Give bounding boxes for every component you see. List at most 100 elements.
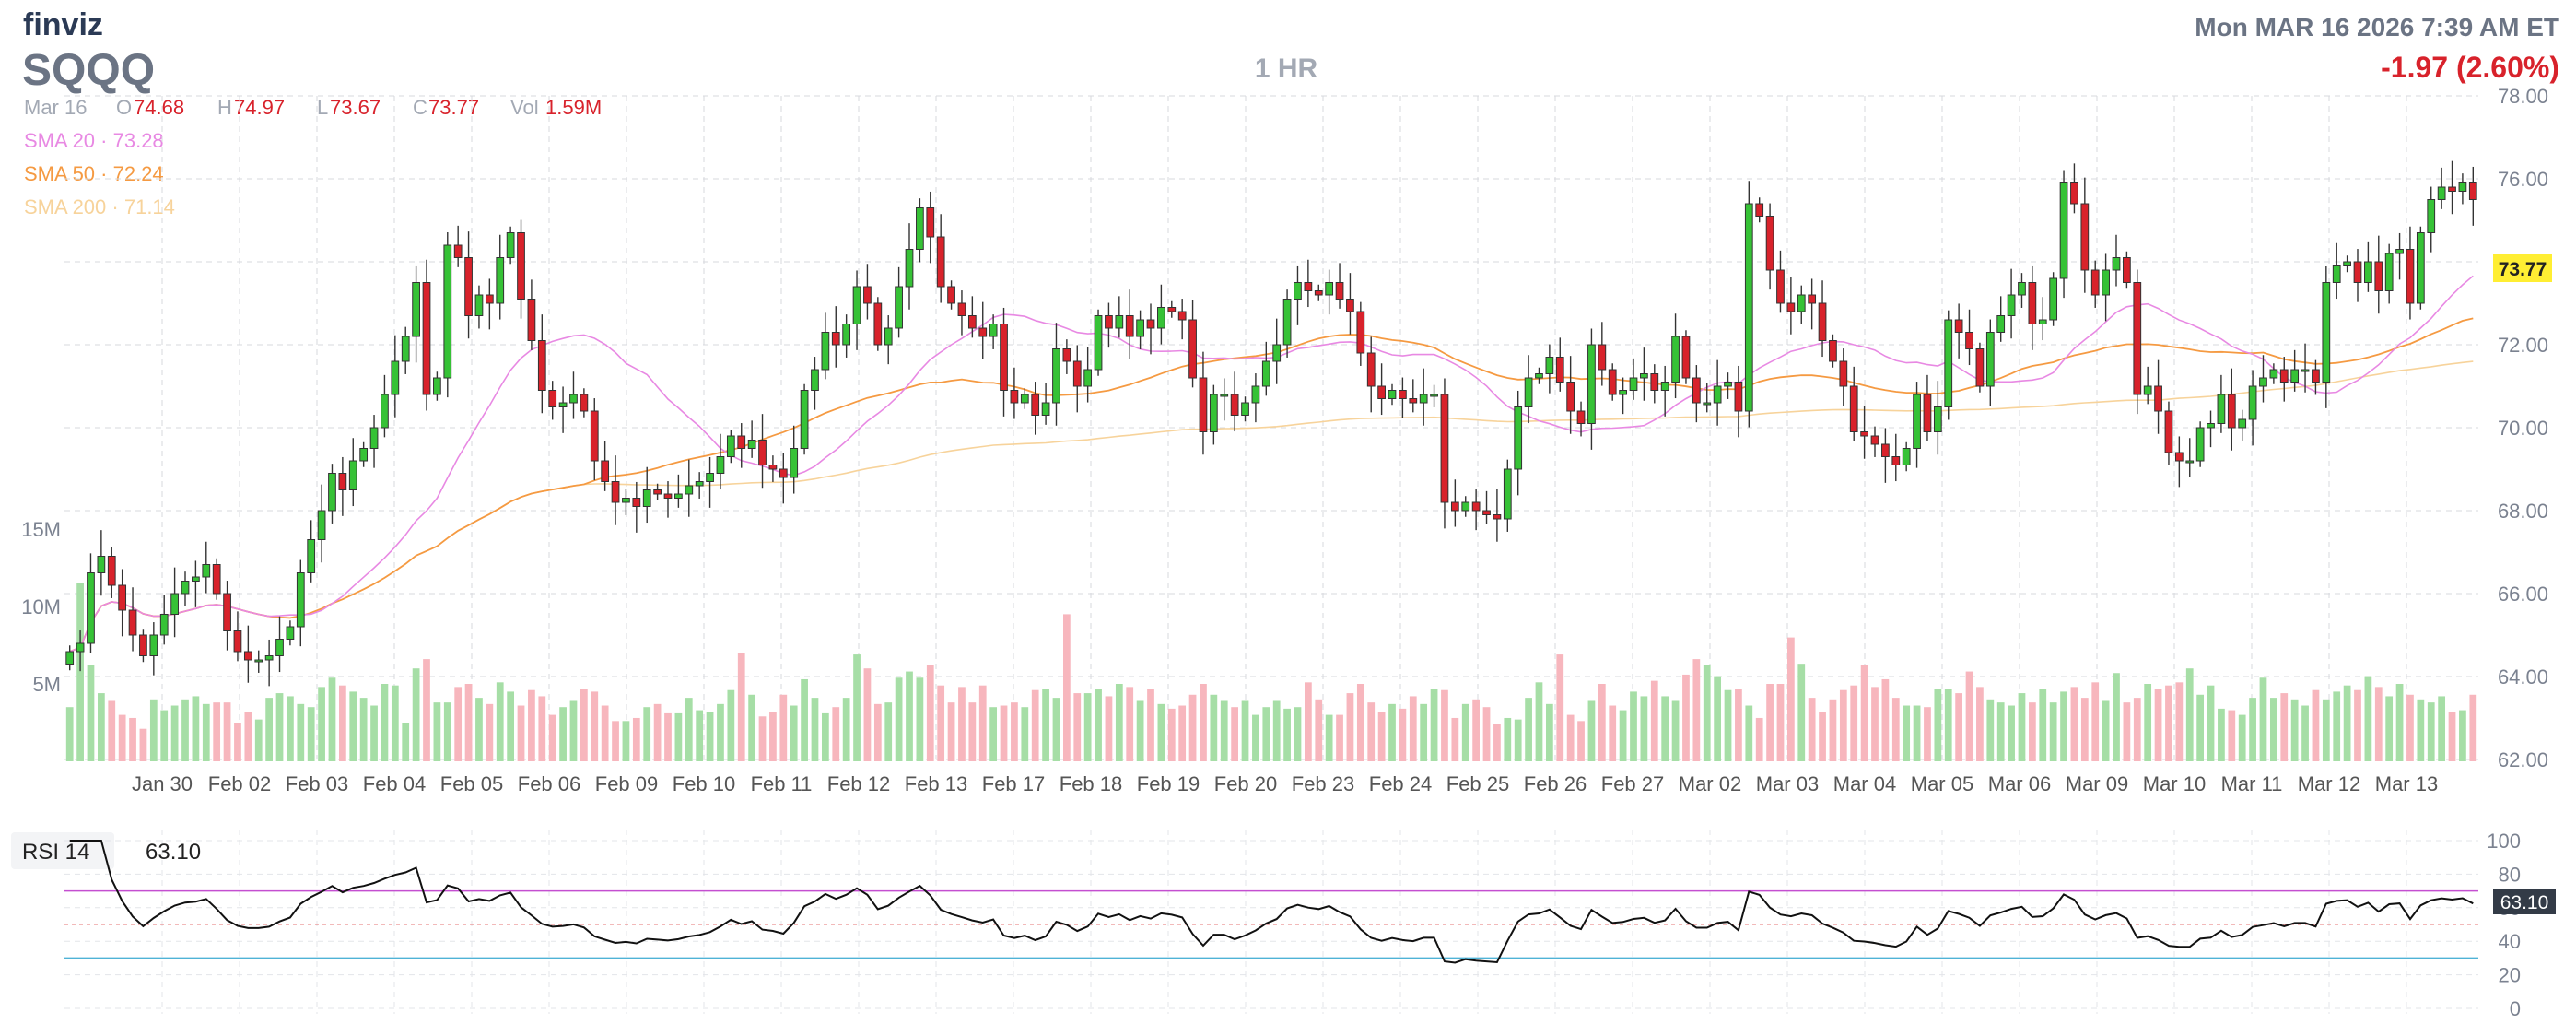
volume-bar <box>2238 714 2246 761</box>
candle-up <box>706 473 714 482</box>
candle-down <box>2154 385 2162 412</box>
finviz-logo[interactable]: finviz <box>23 7 103 42</box>
candle-up <box>264 655 274 661</box>
volume-bar <box>1095 689 1102 761</box>
candle-down <box>1105 315 1113 329</box>
volume-tick-label: 15M <box>21 518 61 541</box>
candle-down <box>1450 501 1459 512</box>
volume-bar <box>1052 698 1060 761</box>
timeframe-label[interactable]: 1 HR <box>1255 53 1318 84</box>
candle-down <box>1891 456 1901 465</box>
candle-down <box>1598 344 1607 371</box>
candle-down <box>464 257 473 316</box>
rsi-tick-label: 80 <box>2499 863 2521 886</box>
candle-up <box>726 435 735 457</box>
rsi-label: RSI 14 <box>22 840 89 865</box>
volume-bar <box>1105 696 1113 761</box>
volume-bar <box>926 665 934 761</box>
volume-bar <box>1671 700 1680 761</box>
candle-down <box>1870 435 1879 445</box>
candle-up <box>2238 418 2247 429</box>
candle-down <box>768 465 778 470</box>
volume-bar <box>1294 707 1302 761</box>
candle-up <box>1996 315 2006 333</box>
candle-up <box>1251 385 1260 404</box>
volume-bar <box>1724 689 1732 761</box>
date-tick-label: Feb 25 <box>1446 772 1510 795</box>
volume-bar <box>2049 702 2057 761</box>
open-label: O <box>116 96 132 119</box>
candle-up <box>2007 294 2016 316</box>
candle-down <box>1839 360 1848 387</box>
volume-bar <box>87 665 95 761</box>
candle-down <box>1188 319 1197 379</box>
volume-bar <box>978 685 987 761</box>
candle-down <box>611 481 620 503</box>
volume-bar <box>2091 682 2100 761</box>
volume-bar <box>1482 707 1491 761</box>
volume-bar <box>1283 708 1291 761</box>
volume-bar <box>1430 689 1438 761</box>
volume-bar <box>559 707 567 761</box>
candle-up <box>2395 249 2404 254</box>
candle-down <box>1608 369 1617 395</box>
candle-down <box>1314 290 1323 296</box>
candle-up <box>1913 394 1921 449</box>
volume-bar <box>1304 682 1312 761</box>
candle-up <box>2322 282 2331 383</box>
volume-bar <box>139 728 147 761</box>
volume-bar <box>769 712 777 761</box>
candle-up <box>1419 394 1428 404</box>
volume-bar <box>2080 698 2089 761</box>
candle-down <box>1000 324 1008 391</box>
candle-down <box>537 340 546 391</box>
volume-bar <box>1924 707 1931 761</box>
candle-up <box>317 510 326 540</box>
volume-bar <box>2228 710 2236 761</box>
ohlc-date: Mar 16 <box>24 96 87 119</box>
volume-bar <box>906 671 913 761</box>
volume-bar <box>2280 693 2289 761</box>
volume-bar <box>1640 696 1648 761</box>
volume-bar <box>548 714 556 761</box>
candle-up <box>381 394 389 429</box>
candle-down <box>107 556 116 586</box>
candle-down <box>967 315 977 329</box>
candle-down <box>1304 282 1313 291</box>
volume-bar <box>2427 702 2435 761</box>
date-tick-label: Feb 12 <box>827 772 891 795</box>
candle-up <box>348 460 357 490</box>
candle-down <box>2312 369 2320 383</box>
candle-up <box>1535 373 1543 379</box>
date-tick-label: Feb 20 <box>1214 772 1278 795</box>
high-label: H <box>217 96 232 119</box>
volume-bar <box>717 703 724 761</box>
candle-up <box>1461 501 1470 512</box>
candle-up <box>2458 182 2467 192</box>
candle-down <box>243 651 252 661</box>
volume-bar <box>653 703 662 761</box>
volume-bar <box>1545 703 1553 761</box>
candle-up <box>2059 182 2068 279</box>
volume-bar <box>1147 689 1154 761</box>
volume-bar <box>1336 714 1343 761</box>
volume-bar <box>223 702 231 761</box>
volume-bar <box>1619 710 1627 761</box>
volume-bar <box>181 699 189 761</box>
candle-up <box>821 332 830 371</box>
volume-bar <box>591 691 599 761</box>
candle-down <box>548 390 557 407</box>
candle-up <box>275 639 284 656</box>
date-tick-label: Feb 11 <box>751 772 813 795</box>
candle-up <box>286 626 295 640</box>
rsi-tick-label: 0 <box>2510 997 2521 1020</box>
candle-down <box>1230 394 1239 416</box>
volume-bar <box>727 689 735 761</box>
candle-up <box>2248 385 2257 420</box>
volume-bar <box>108 700 116 761</box>
price-tick-label: 78.00 <box>2498 85 2548 108</box>
volume-bar <box>1766 684 1774 761</box>
candle-up <box>2416 232 2425 304</box>
volume-bar <box>569 700 578 761</box>
volume-bar <box>2469 694 2477 761</box>
